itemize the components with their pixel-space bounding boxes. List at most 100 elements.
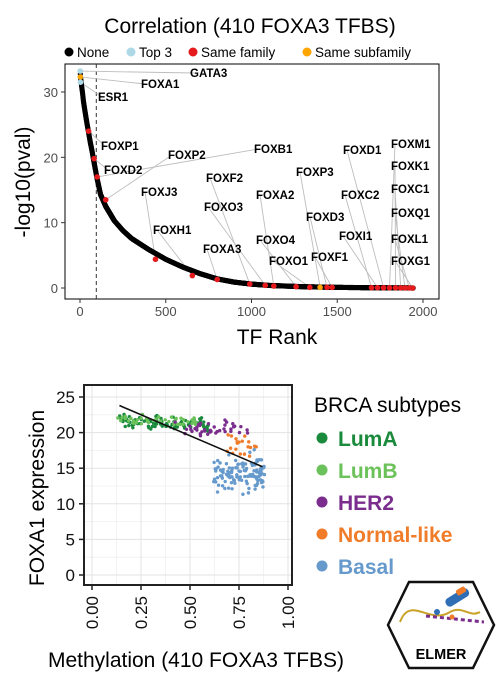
point-her2 [198, 432, 202, 436]
point-normal-like [234, 447, 238, 451]
point-lumb [134, 420, 139, 425]
point-normal-like [235, 440, 239, 444]
point-basal [255, 468, 259, 472]
point-normal-like [228, 446, 233, 450]
legend-swatch-same-subfamily [302, 47, 312, 57]
leader-line [206, 248, 218, 280]
point-lumb [119, 419, 123, 423]
point-her2 [223, 429, 227, 434]
leader-line [259, 194, 275, 287]
leader-line [209, 177, 251, 285]
point-normal-like [247, 440, 251, 444]
point-label: FOXD1 [343, 145, 382, 157]
point-her2 [224, 420, 229, 424]
legend-label: LumB [338, 460, 398, 483]
point-lumb [116, 416, 120, 420]
point-basal [220, 476, 225, 480]
point-basal [227, 453, 231, 457]
point-basal [216, 458, 220, 463]
point-lumb [186, 420, 190, 424]
legend-swatch-none [64, 47, 74, 57]
point-basal [260, 467, 264, 471]
point-label: FOXJ3 [141, 187, 177, 199]
highlighted-point [189, 272, 196, 279]
point-label: FOXA3 [203, 244, 241, 256]
highlighted-point [409, 285, 416, 291]
point-lumb [167, 419, 171, 424]
highlighted-point [392, 285, 399, 291]
point-her2 [223, 423, 227, 427]
point-basal [251, 472, 255, 476]
point-basal [238, 469, 243, 474]
point-basal [253, 483, 257, 488]
highlighted-point [317, 284, 323, 291]
point-basal [252, 448, 256, 452]
point-basal [262, 472, 267, 477]
x-tick-label: 1500 [323, 304, 352, 319]
legend-swatch [316, 464, 328, 476]
legend-label: LumA [338, 428, 398, 451]
point-basal [234, 466, 238, 470]
highlighted-point [152, 256, 159, 263]
point-normal-like [248, 445, 253, 450]
point-luma [123, 424, 127, 429]
legend-label: Normal-like [338, 524, 452, 547]
point-basal [233, 458, 238, 463]
data-points [77, 68, 416, 291]
leader-line [80, 76, 146, 85]
point-basal [229, 480, 234, 485]
legend-swatch [316, 528, 328, 540]
x-tick-label: 1.00 [279, 596, 298, 629]
point-basal [223, 479, 227, 484]
point-her2 [189, 427, 193, 432]
highlighted-point [270, 283, 277, 289]
point-label: FOXP1 [101, 141, 139, 153]
point-label: FOXP2 [168, 150, 206, 162]
point-normal-like [247, 454, 252, 458]
point-lumb [139, 421, 144, 426]
leader-line [394, 212, 406, 288]
highlighted-point [262, 282, 269, 289]
y-axis: 0 10 20 30 [44, 85, 65, 296]
legend-label: Basal [338, 556, 394, 579]
highlighted-point [329, 284, 335, 291]
point-label: FOXD2 [104, 165, 142, 177]
point-basal [246, 491, 251, 495]
point-normal-like [240, 439, 244, 443]
point-basal [229, 470, 234, 475]
point-basal [237, 475, 241, 480]
point-her2 [209, 429, 213, 434]
point-label: ESR1 [98, 92, 129, 104]
point-normal-like [229, 434, 234, 438]
legend-swatch [316, 496, 328, 508]
leader-line [93, 158, 109, 171]
point-her2 [212, 425, 216, 429]
elmer-logo: ELMER [386, 580, 496, 670]
point-her2 [233, 424, 237, 428]
point-basal [227, 466, 232, 470]
logo-dna-strand [399, 608, 481, 623]
legend-label-same-family: Same family [201, 45, 276, 60]
leader-line [394, 188, 402, 288]
point-luma [153, 424, 157, 429]
point-luma [201, 423, 205, 427]
point-basal [255, 459, 259, 464]
x-axis-title: Methylation (410 FOXA3 TFBS) [48, 649, 344, 672]
point-label: FOXA1 [141, 79, 180, 91]
y-tick-label: 20 [44, 150, 58, 165]
legend-label: HER2 [338, 492, 394, 515]
logo-text: ELMER [416, 647, 467, 663]
point-her2 [231, 422, 235, 426]
leader-line [346, 149, 384, 288]
highlighted-point [293, 283, 299, 290]
point-luma [202, 420, 206, 424]
highlighted-point [368, 284, 375, 291]
leader-line [207, 206, 266, 286]
point-label: FOXM1 [391, 139, 431, 151]
highlighted-point [77, 79, 84, 85]
y-tick-label: 10 [44, 216, 58, 231]
legend-swatch-same-family [188, 47, 198, 57]
point-basal [216, 483, 221, 487]
point-her2 [206, 432, 210, 436]
point-basal [253, 474, 257, 479]
